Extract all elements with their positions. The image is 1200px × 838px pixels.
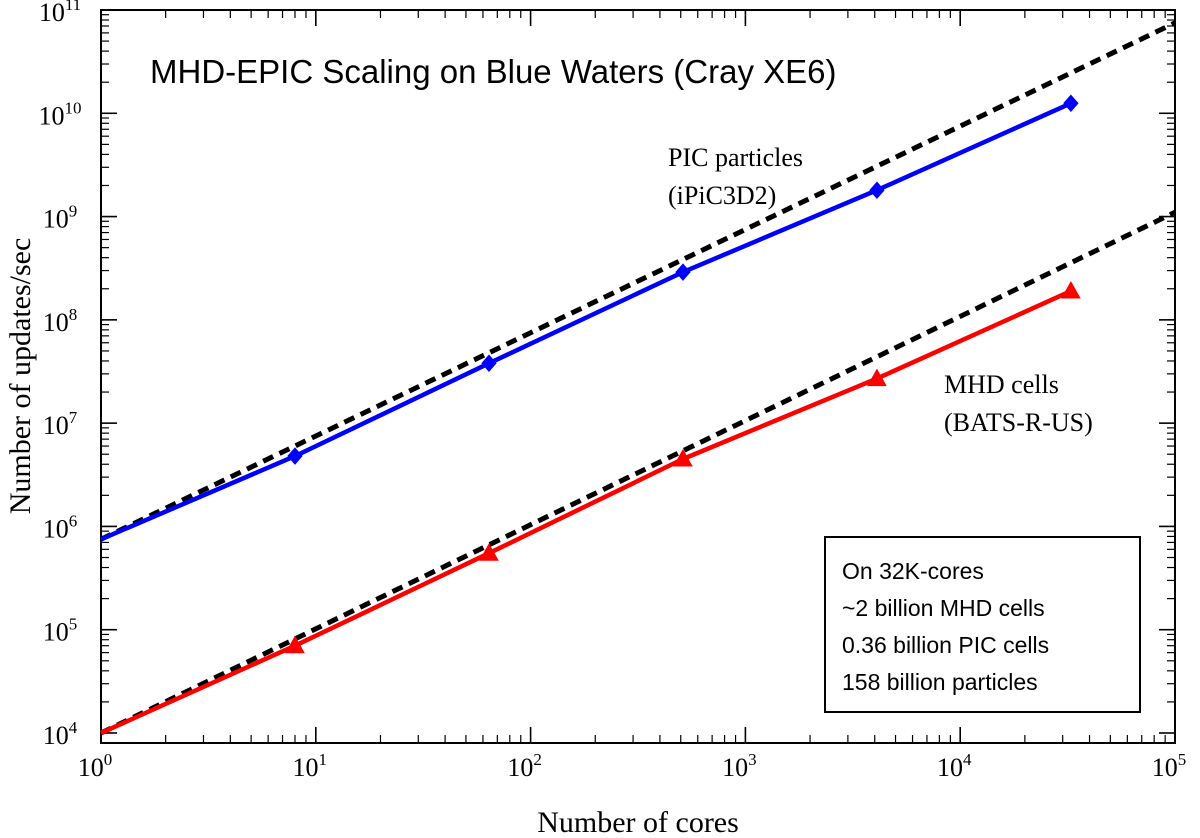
y-tick-label-1: 105 bbox=[43, 615, 78, 647]
y-tick-label-3: 107 bbox=[43, 408, 78, 440]
annotation-line-3: 0.36 billion PIC cells bbox=[842, 632, 1049, 658]
x-axis-label: Number of cores bbox=[537, 806, 739, 838]
y-tick-labels: 104 105 106 107 108 109 1010 1011 bbox=[39, 0, 82, 750]
x-tick-label-2: 102 bbox=[507, 750, 542, 782]
mhd-series-label-line-2: (BATS-R-US) bbox=[944, 408, 1093, 437]
x-tick-label-4: 104 bbox=[937, 750, 972, 782]
series-0 bbox=[100, 94, 1079, 542]
axis-ticks bbox=[100, 9, 1176, 743]
series-1-point-3 bbox=[673, 448, 693, 467]
x-tick-label-5: 105 bbox=[1152, 750, 1187, 782]
y-tick-label-7: 1011 bbox=[39, 0, 81, 27]
annotation-line-1: On 32K-cores bbox=[842, 558, 984, 584]
y-tick-label-4: 108 bbox=[43, 305, 78, 337]
plot-frame bbox=[100, 9, 1176, 744]
annotation-box: On 32K-cores ~2 billion MHD cells 0.36 b… bbox=[824, 536, 1141, 713]
annotation-line-2: ~2 billion MHD cells bbox=[842, 595, 1045, 621]
y-tick-label-6: 1010 bbox=[39, 98, 82, 130]
y-tick-label-0: 104 bbox=[43, 718, 78, 750]
series-1 bbox=[100, 281, 1081, 736]
y-axis-label: Number of updates/sec bbox=[4, 238, 37, 515]
x-tick-labels: 100 101 102 103 104 105 bbox=[78, 750, 1187, 782]
series-0-point-4 bbox=[869, 181, 885, 199]
annotation-line-4: 158 billion particles bbox=[842, 669, 1038, 695]
series-0-point-3 bbox=[675, 263, 691, 281]
x-tick-label-3: 103 bbox=[722, 750, 757, 782]
y-tick-label-2: 106 bbox=[43, 511, 78, 543]
series-0-point-2 bbox=[481, 354, 497, 373]
series-1-point-4 bbox=[867, 368, 887, 387]
y-tick-label-5: 109 bbox=[43, 202, 78, 234]
data-series bbox=[100, 94, 1081, 736]
pic-series-label-line-2: (iPiC3D2) bbox=[668, 181, 776, 210]
x-tick-label-1: 101 bbox=[293, 750, 328, 782]
series-line-1 bbox=[100, 289, 1072, 736]
series-0-point-1 bbox=[287, 447, 303, 465]
series-line-0 bbox=[100, 101, 1072, 542]
annotation-box-frame bbox=[824, 536, 1141, 713]
series-1-point-5 bbox=[1061, 281, 1081, 299]
chart-title: MHD-EPIC Scaling on Blue Waters (Cray XE… bbox=[150, 53, 836, 90]
pic-series-label-line-1: PIC particles bbox=[668, 143, 803, 172]
series-1-point-2 bbox=[479, 543, 499, 561]
reference-line-0 bbox=[99, 20, 1177, 542]
reference-line-1 bbox=[99, 210, 1177, 736]
series-1-point-1 bbox=[285, 635, 305, 654]
x-tick-label-0: 100 bbox=[78, 750, 113, 782]
reference-lines bbox=[99, 20, 1177, 736]
series-0-point-5 bbox=[1063, 94, 1079, 113]
mhd-series-label-line-1: MHD cells bbox=[944, 370, 1059, 399]
